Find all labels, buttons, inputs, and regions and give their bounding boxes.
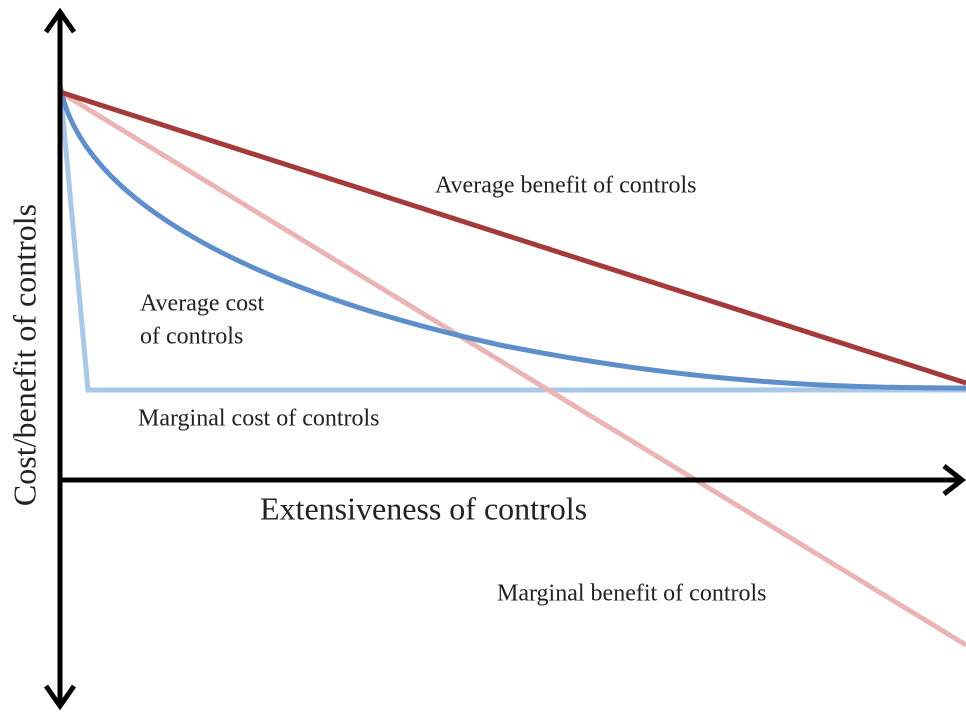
- y-axis-arrows: [43, 7, 77, 711]
- marginal-benefit-line: [58, 89, 966, 648]
- y-axis-label: Cost/benefit of controls: [6, 204, 42, 506]
- marginal-benefit-label: Marginal benefit of controls: [497, 581, 766, 607]
- average-cost-curve: [57, 84, 966, 391]
- x-axis-arrow: [942, 464, 966, 496]
- marginal-cost-line: [57, 84, 966, 393]
- average-cost-label: of controls: [140, 324, 243, 350]
- average-benefit-line: [59, 89, 966, 386]
- x-axis-label: Extensiveness of controls: [260, 490, 587, 526]
- average-benefit-label: Average benefit of controls: [435, 173, 696, 199]
- marginal-cost-label: Marginal cost of controls: [138, 406, 380, 432]
- average-cost-label: Average cost: [140, 291, 264, 317]
